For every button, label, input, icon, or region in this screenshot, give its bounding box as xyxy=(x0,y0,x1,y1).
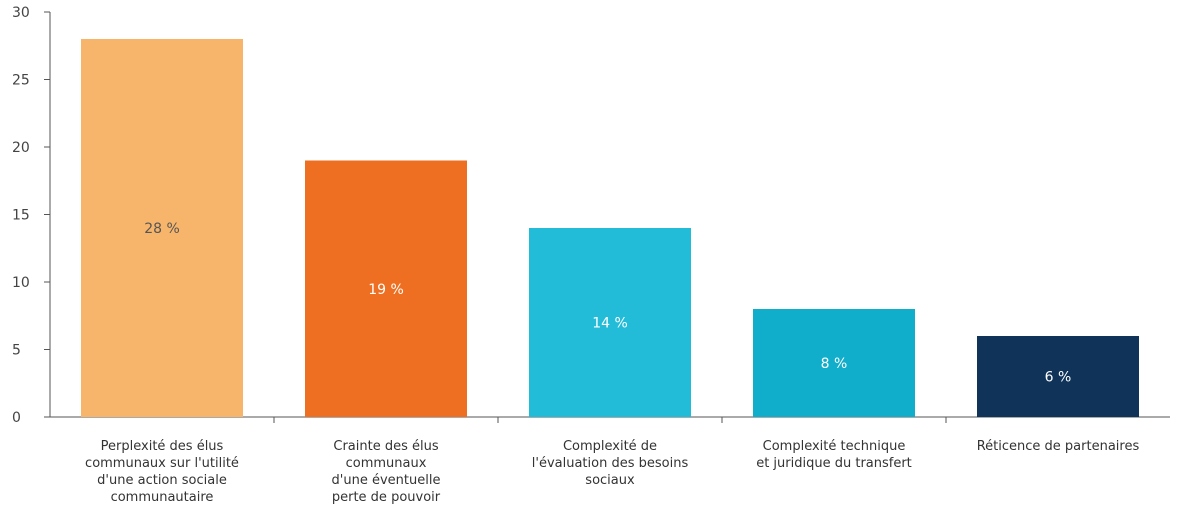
y-tick-label-25: 25 xyxy=(12,73,30,89)
bar-value-label-4: 8 % xyxy=(821,356,848,372)
y-tick-label-15: 15 xyxy=(12,208,30,224)
bars xyxy=(81,39,1139,417)
y-axis-ticks: 0 5 10 15 20 25 30 xyxy=(12,5,50,426)
category-label-3: Complexité de l'évaluation des besoins soc… xyxy=(532,439,689,488)
x-axis-ticks xyxy=(273,417,947,423)
bar-1 xyxy=(81,39,243,417)
bar-value-label-5: 6 % xyxy=(1045,370,1072,386)
category-label-1: Perplexité des élus communaux sur l'utili… xyxy=(85,439,239,505)
category-label-5: Réticence de partenaires xyxy=(977,439,1140,454)
category-label-4: Complexité technique et juridique du tran… xyxy=(756,439,912,471)
bar-4 xyxy=(753,309,915,417)
category-labels: Perplexité des élus communaux sur l'utili… xyxy=(85,439,1139,505)
bar-value-label-1: 28 % xyxy=(144,221,180,237)
y-tick-label-30: 30 xyxy=(12,5,30,21)
category-label-2: Crainte des élus communaux d'une éventuell… xyxy=(332,439,441,505)
y-tick-label-5: 5 xyxy=(12,343,21,359)
bar-value-labels: 28 % 19 % 14 % 8 % 6 % xyxy=(144,221,1071,386)
y-tick-label-10: 10 xyxy=(12,275,30,291)
bar-5 xyxy=(977,336,1139,417)
y-tick-label-20: 20 xyxy=(12,140,30,156)
bar-value-label-2: 19 % xyxy=(368,282,404,298)
y-tick-label-0: 0 xyxy=(12,410,21,426)
bar-value-label-3: 14 % xyxy=(592,316,628,332)
bar-2 xyxy=(305,160,467,417)
bar-3 xyxy=(529,228,691,417)
